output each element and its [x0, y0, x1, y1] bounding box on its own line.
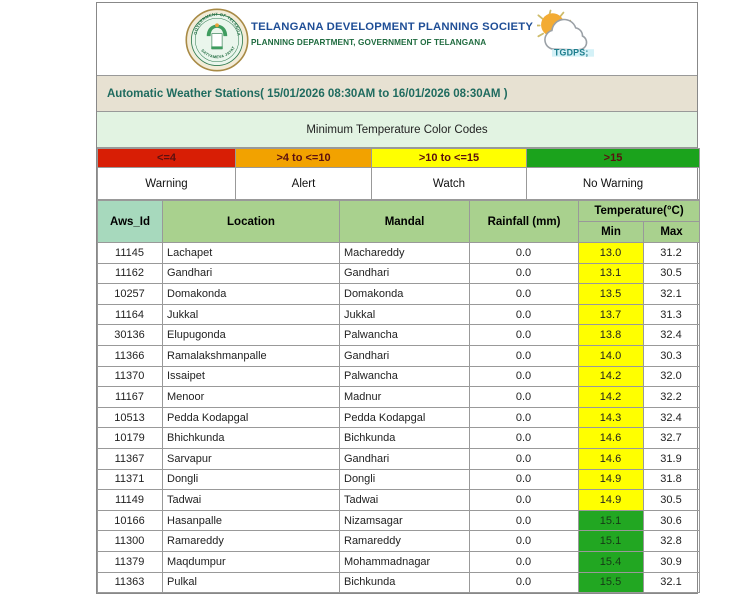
svg-text:TGDPS;: TGDPS;	[554, 47, 589, 57]
